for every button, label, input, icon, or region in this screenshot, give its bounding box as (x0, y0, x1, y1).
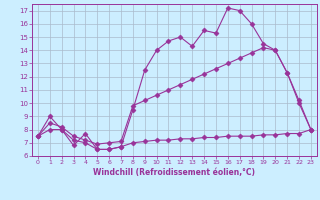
X-axis label: Windchill (Refroidissement éolien,°C): Windchill (Refroidissement éolien,°C) (93, 168, 255, 177)
